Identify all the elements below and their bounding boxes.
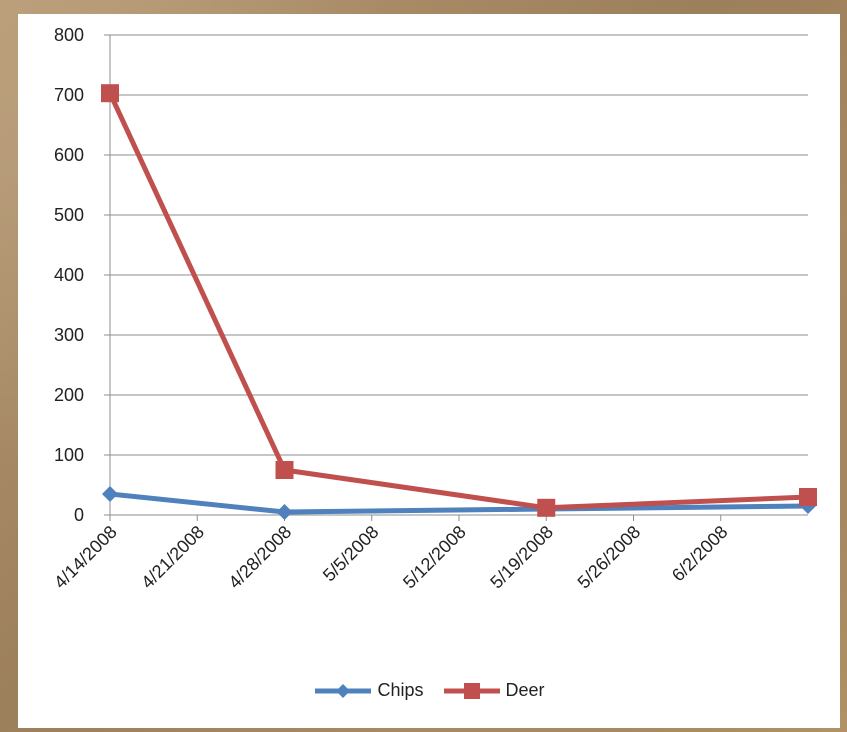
data-point-chips-1 xyxy=(276,504,293,520)
y-tick-label-300: 300 xyxy=(54,325,84,345)
x-tick-label-3: 5/5/2008 xyxy=(319,522,383,586)
y-tick-label-700: 700 xyxy=(54,85,84,105)
data-point-deer-1 xyxy=(275,461,294,479)
y-tick-label-100: 100 xyxy=(54,445,84,465)
legend-label-deer: Deer xyxy=(505,680,545,700)
legend-marker-chips xyxy=(336,683,351,698)
data-point-deer-2 xyxy=(537,498,556,517)
y-tick-label-0: 0 xyxy=(74,505,84,525)
series-line-chips xyxy=(109,491,809,515)
x-tick-label-4: 5/12/2008 xyxy=(399,522,470,593)
line-chart: 0 100 200 300 400 500 600 700 800 4/14/2008 4/21/2… xyxy=(50,25,817,593)
x-tick-label-7: 6/2/2008 xyxy=(668,522,732,586)
y-tick-label-800: 800 xyxy=(54,25,84,45)
y-tick-label-600: 600 xyxy=(54,145,84,165)
legend-label-chips: Chips xyxy=(377,680,424,700)
x-tick-label-2: 4/28/2008 xyxy=(225,522,296,593)
legend-marker-deer xyxy=(463,682,480,699)
y-tick-label-500: 500 xyxy=(54,205,84,225)
legend-swatch-deer xyxy=(443,682,500,699)
chart-panel: 0 100 200 300 400 500 600 700 800 4/14/2008 4/21/2… xyxy=(18,14,840,728)
x-tick-label-5: 5/19/2008 xyxy=(486,522,557,593)
data-point-deer-0 xyxy=(101,84,119,103)
x-tick-label-0: 4/14/2008 xyxy=(50,522,121,593)
x-tick-label-6: 5/26/2008 xyxy=(574,522,645,593)
legend: Chips Deer xyxy=(18,680,840,701)
legend-item-deer: Deer xyxy=(442,680,545,701)
series-line-deer xyxy=(107,92,809,511)
legend-item-chips: Chips xyxy=(313,680,424,701)
x-tick-label-1: 4/21/2008 xyxy=(137,522,208,593)
data-point-chips-0 xyxy=(102,486,118,502)
data-point-deer-3 xyxy=(799,488,817,506)
legend-swatch-chips xyxy=(315,683,372,698)
y-tick-label-400: 400 xyxy=(54,265,84,285)
y-tick-label-200: 200 xyxy=(54,385,84,405)
